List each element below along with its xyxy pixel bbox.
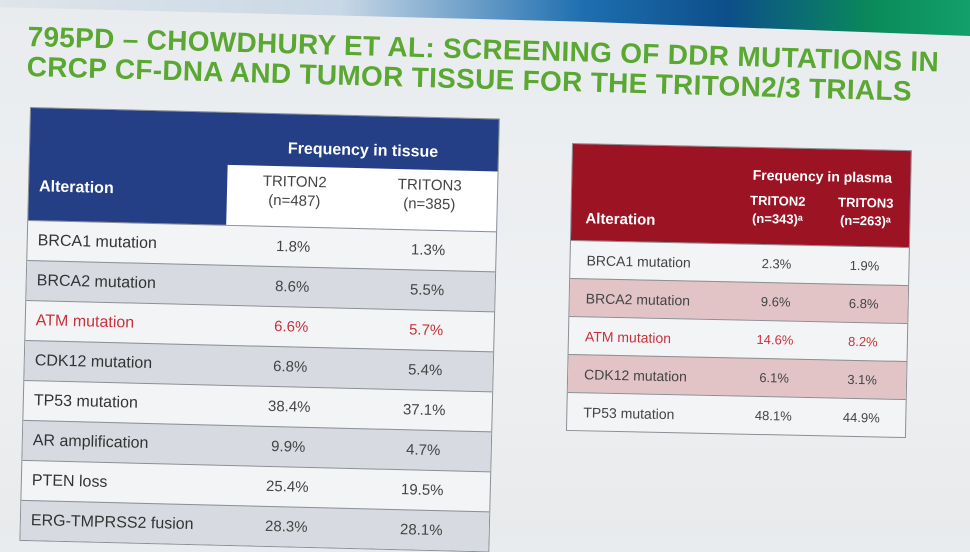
column-name: TRITON2 xyxy=(749,192,806,209)
row-name: TP53 mutation xyxy=(583,403,675,422)
cell-triton3: 1.3% xyxy=(410,241,446,260)
plasma-group-header: Frequency in plasma xyxy=(752,166,893,186)
plasma-table-body: BRCA1 mutation 2.3% 1.9% BRCA2 mutation 9.6… xyxy=(566,239,909,438)
plasma-table-header: Frequency in plasma TRITON2 (n=343)ᵃ TRI… xyxy=(570,144,911,248)
cell-triton2: 2.3% xyxy=(761,256,792,272)
cell-triton2: 38.4% xyxy=(267,397,311,416)
cell-triton2: 6.1% xyxy=(759,369,790,386)
row-name: BRCA1 mutation xyxy=(586,251,691,271)
tissue-frequency-table: Frequency in tissue TRITON2 (n=487) TRIT… xyxy=(19,107,500,552)
cell-triton3: 8.2% xyxy=(847,333,878,350)
tissue-table-header: Frequency in tissue TRITON2 (n=487) TRIT… xyxy=(28,108,499,232)
tissue-table-body: BRCA1 mutation 1.8% 1.3% BRCA2 mutation 8.6… xyxy=(20,219,497,552)
column-n: (n=263)ᵃ xyxy=(839,212,891,229)
row-name: PTEN loss xyxy=(31,471,108,491)
cell-triton2: 25.4% xyxy=(265,477,309,496)
cell-triton2: 14.6% xyxy=(756,331,794,348)
tissue-column-triton2: TRITON2 (n=487) xyxy=(227,171,363,212)
cell-triton2: 48.1% xyxy=(754,407,792,424)
slide-title: 795PD – CHOWDHURY ET AL: SCREENING OF DD… xyxy=(26,21,967,108)
row-name: CDK12 mutation xyxy=(34,351,153,372)
row-name: BRCA1 mutation xyxy=(37,231,158,252)
cell-triton3: 28.1% xyxy=(399,521,443,540)
row-name: BRCA2 mutation xyxy=(36,271,157,292)
cell-triton3: 3.1% xyxy=(847,371,878,388)
cell-triton2: 1.8% xyxy=(275,238,311,256)
cell-triton3: 5.5% xyxy=(409,281,445,300)
plasma-column-triton2: TRITON2 (n=343)ᵃ xyxy=(733,191,822,229)
row-name: ATM mutation xyxy=(584,327,672,346)
column-n: (n=343)ᵃ xyxy=(751,210,803,227)
cell-triton2: 6.8% xyxy=(272,358,308,376)
cell-triton3: 4.7% xyxy=(405,441,441,460)
row-name: BRCA2 mutation xyxy=(585,289,691,309)
cell-triton2: 8.6% xyxy=(274,278,310,296)
cell-triton2: 28.3% xyxy=(264,517,308,536)
cell-triton3: 1.9% xyxy=(849,257,880,274)
cell-triton3: 5.4% xyxy=(407,361,443,380)
row-name: TP53 mutation xyxy=(33,391,139,412)
column-name: TRITON3 xyxy=(837,194,894,211)
cell-triton3: 19.5% xyxy=(400,481,444,500)
cell-triton2: 9.6% xyxy=(760,293,791,310)
column-n: (n=385) xyxy=(402,195,456,214)
row-name: ATM mutation xyxy=(35,311,135,332)
plasma-frequency-table: Frequency in plasma TRITON2 (n=343)ᵃ TRI… xyxy=(565,143,912,439)
plasma-row-header: Alteration xyxy=(585,210,656,229)
row-name: CDK12 mutation xyxy=(584,365,688,384)
row-name: ERG-TMPRSS2 fusion xyxy=(30,511,194,533)
table-row: TP53 mutation 48.1% 44.9% xyxy=(566,391,906,438)
cell-triton3: 37.1% xyxy=(402,401,446,420)
tissue-group-header: Frequency in tissue xyxy=(287,140,439,161)
plasma-column-triton3: TRITON3 (n=263)ᵃ xyxy=(821,193,910,231)
tissue-row-header: Alteration xyxy=(38,178,114,198)
row-name: AR amplification xyxy=(32,431,149,452)
tissue-column-triton3: TRITON3 (n=385) xyxy=(362,174,498,215)
cell-triton3: 5.7% xyxy=(408,321,444,340)
cell-triton3: 6.8% xyxy=(848,295,879,312)
cell-triton3: 44.9% xyxy=(842,409,880,426)
cell-triton2: 6.6% xyxy=(273,318,309,336)
cell-triton2: 9.9% xyxy=(270,437,306,456)
tissue-column-headers: TRITON2 (n=487) TRITON3 (n=385) xyxy=(226,164,498,232)
column-n: (n=487) xyxy=(268,191,321,211)
